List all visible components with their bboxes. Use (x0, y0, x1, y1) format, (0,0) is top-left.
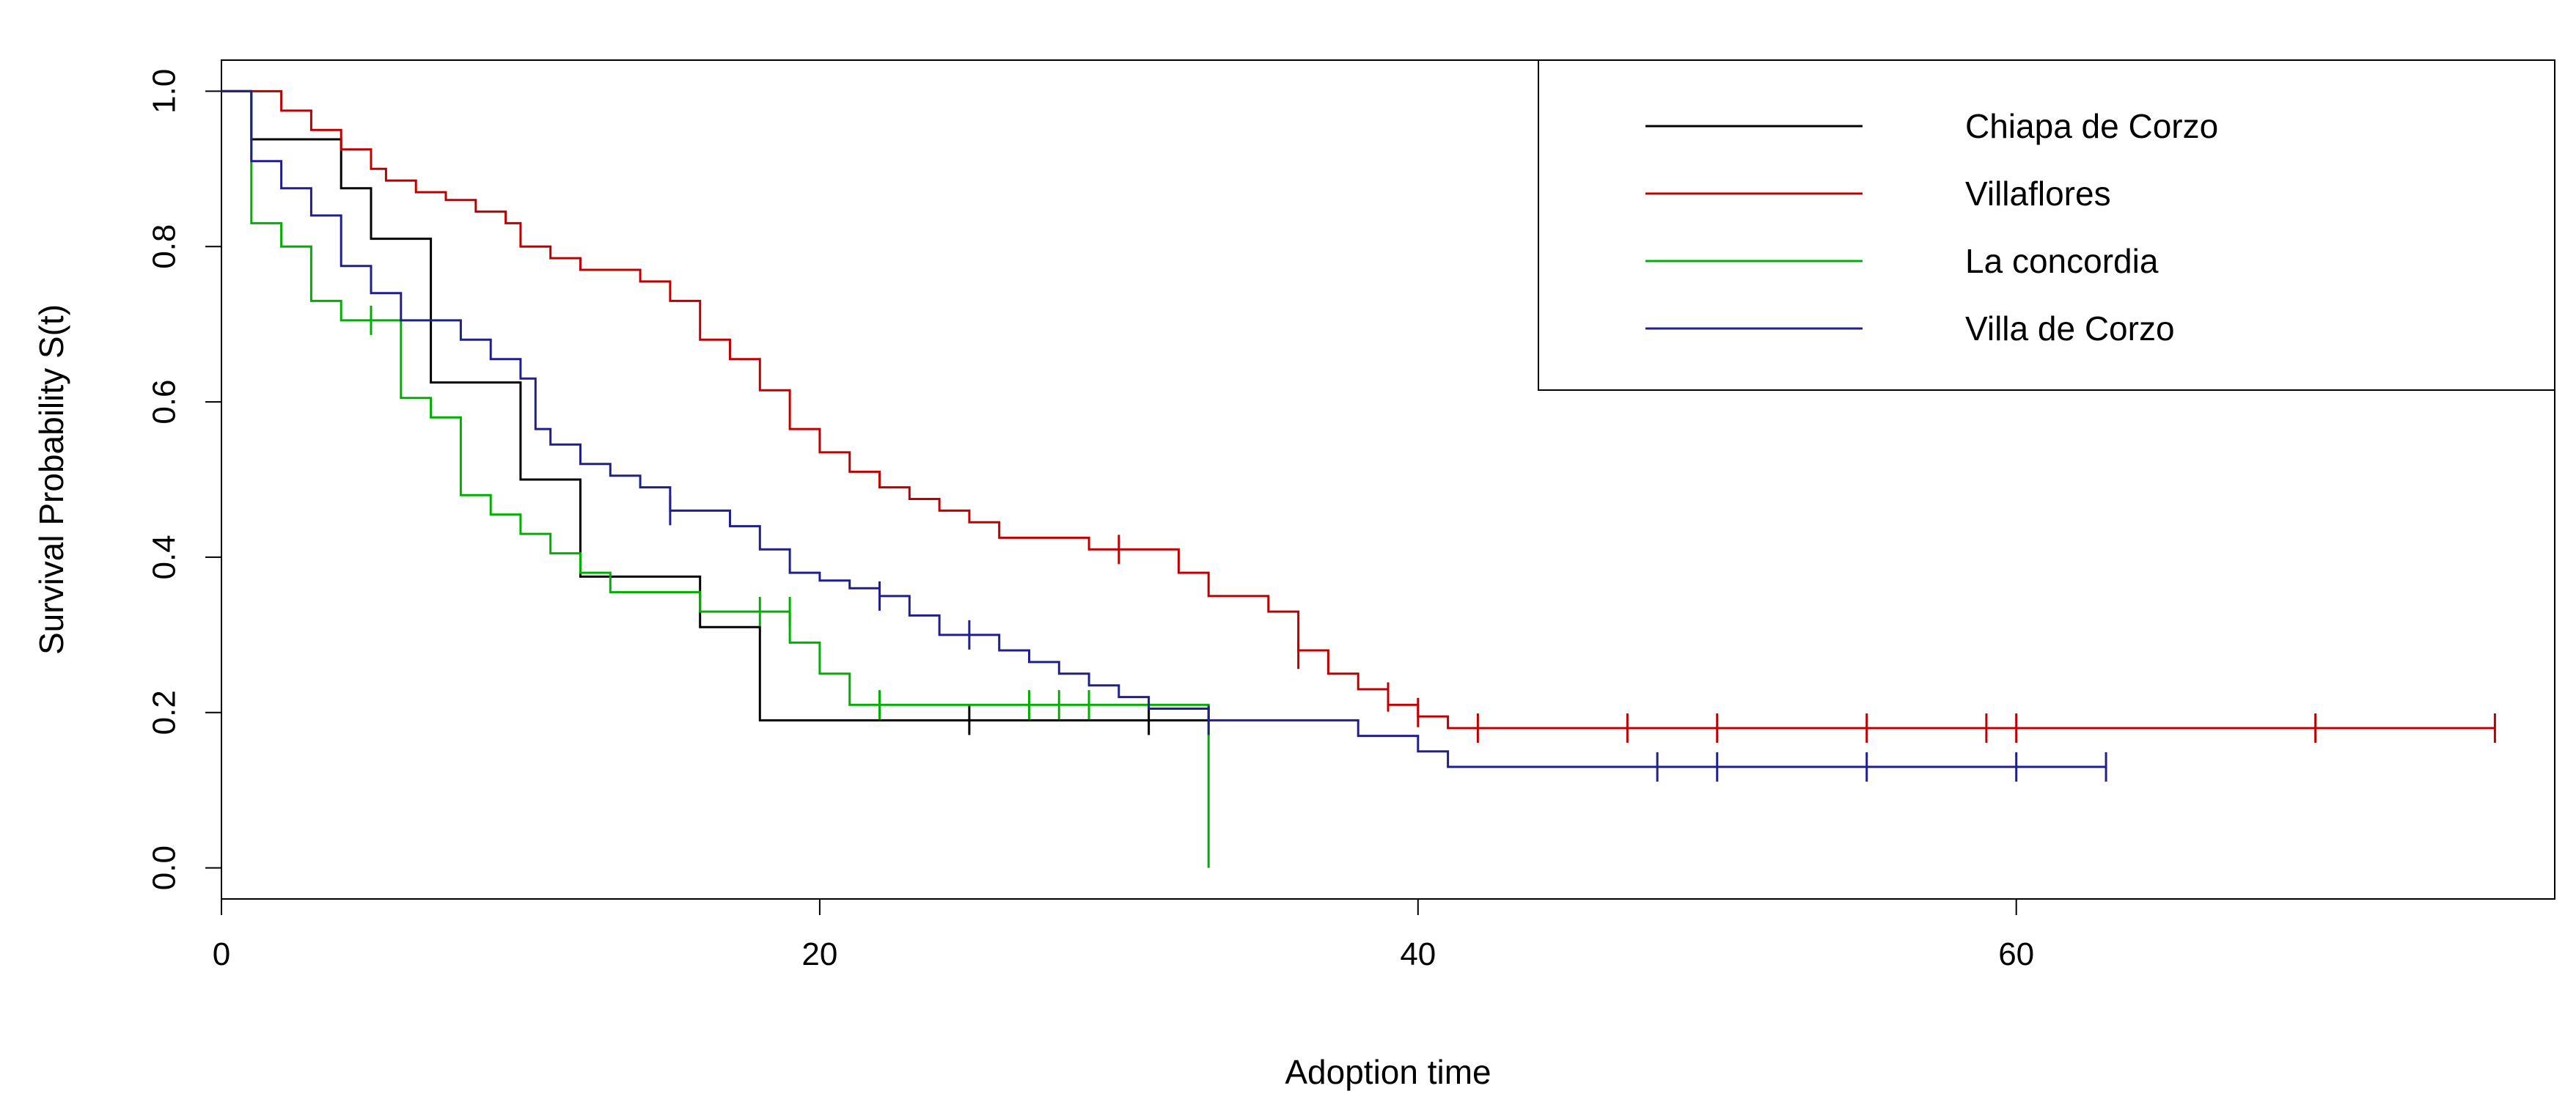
legend-box (1538, 59, 2555, 391)
y-tick-label: 0.0 (147, 845, 183, 890)
series-line (221, 89, 2495, 730)
x-axis-title: Adoption time (1285, 1053, 1491, 1091)
legend-entry-label: Villaflores (1965, 175, 2111, 213)
x-tick-label: 60 (1998, 936, 2034, 972)
x-tick-label: 20 (801, 936, 837, 972)
y-tick-label: 0.2 (147, 690, 183, 735)
series-line (221, 89, 2107, 768)
y-tick-label: 1.0 (147, 69, 183, 114)
y-tick-label: 0.8 (147, 224, 183, 269)
axes-group: 0 20 40 60 0.0 0.2 0.4 0.6 0.8 1.0 Adoption time Su… (32, 59, 2555, 1091)
plot-frame (221, 59, 2555, 900)
series-line (221, 89, 1209, 722)
y-tick-label: 0.6 (147, 379, 183, 424)
x-tick-label: 0 (213, 936, 230, 972)
legend: Chiapa de Corzo Villaflores La concordia Vi… (1538, 59, 2555, 391)
series-line (221, 89, 1210, 868)
series-villa-de-corzo (221, 89, 2107, 782)
y-axis-title: Survival Probability S(t) (32, 304, 70, 655)
series-chiapa-de-corzo (221, 89, 1209, 735)
series-layer (221, 89, 2496, 868)
y-tick-label: 0.4 (147, 535, 183, 579)
series-villaflores (221, 89, 2496, 743)
legend-entry-label: Chiapa de Corzo (1965, 107, 2218, 145)
series-la-concordia (221, 89, 1210, 868)
legend-entry-label: Villa de Corzo (1965, 309, 2175, 348)
legend-entry-label: La concordia (1965, 242, 2159, 280)
x-tick-label: 40 (1400, 936, 1436, 972)
